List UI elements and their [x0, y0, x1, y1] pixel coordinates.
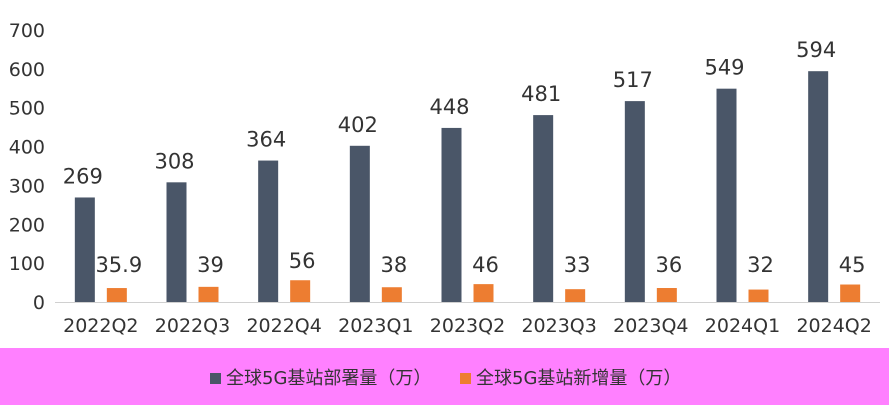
data-label-deployment: 402 [338, 113, 378, 137]
data-label-deployment: 481 [521, 82, 561, 106]
bar-new-additions [565, 289, 586, 302]
data-label-deployment: 594 [796, 38, 836, 62]
x-tick-label: 2022Q3 [155, 315, 230, 337]
data-label-new-additions: 46 [472, 253, 499, 277]
bar-deployment [74, 197, 95, 302]
bar-deployment [166, 182, 187, 302]
bar-new-additions [748, 289, 769, 302]
bar-deployment [808, 71, 829, 302]
bar-new-additions [198, 286, 219, 302]
y-tick-label: 200 [9, 214, 45, 236]
bar-deployment [349, 145, 370, 302]
bar-new-additions [656, 288, 677, 302]
y-tick-label: 400 [9, 137, 45, 159]
x-tick-label: 2022Q2 [63, 315, 138, 337]
bar-deployment [624, 101, 645, 302]
legend-swatch-new-additions [460, 373, 471, 384]
x-axis: 2022Q2 2022Q3 2022Q4 2023Q1 2023Q2 2023Q3 2023… [63, 315, 872, 337]
y-tick-label: 600 [9, 59, 45, 81]
legend: 全球5G基站部署量（万） 全球5G基站新增量（万） [210, 368, 681, 389]
bar-deployment [441, 127, 462, 302]
highlight-band [0, 348, 889, 405]
bar-deployment [716, 88, 737, 302]
data-label-deployment: 308 [154, 149, 194, 173]
y-tick-label: 700 [9, 20, 45, 42]
y-tick-label: 300 [9, 175, 45, 197]
data-label-new-additions: 36 [655, 253, 682, 277]
legend-label-deployment: 全球5G基站部署量（万） [226, 368, 431, 389]
y-tick-label: 100 [9, 253, 45, 275]
y-axis: 0 100 200 300 400 500 600 700 [9, 20, 45, 314]
bar-new-additions [473, 284, 494, 302]
bar-new-additions [290, 280, 311, 302]
x-tick-label: 2023Q1 [338, 315, 413, 337]
legend-label-new-additions: 全球5G基站新增量（万） [476, 368, 681, 389]
x-tick-label: 2023Q2 [430, 315, 505, 337]
data-label-deployment: 549 [704, 56, 744, 80]
bar-deployment [533, 115, 554, 303]
x-tick-label: 2023Q4 [613, 315, 688, 337]
bars: 269 35.9 308 39 364 56 402 38 448 46 481 33 517 36 549… [63, 38, 866, 303]
x-tick-label: 2023Q3 [521, 315, 596, 337]
data-label-new-additions: 56 [289, 249, 316, 273]
data-label-new-additions: 33 [564, 253, 591, 277]
data-label-new-additions: 45 [839, 253, 866, 277]
bar-new-additions [106, 288, 127, 302]
data-label-deployment: 364 [246, 128, 286, 152]
y-tick-label: 0 [33, 292, 45, 314]
x-tick-label: 2022Q4 [246, 315, 321, 337]
data-label-new-additions: 32 [747, 253, 774, 277]
x-tick-label: 2024Q2 [796, 315, 871, 337]
data-label-deployment: 517 [613, 68, 653, 92]
y-tick-label: 500 [9, 98, 45, 120]
data-label-new-additions: 35.9 [95, 253, 142, 277]
data-label-new-additions: 38 [380, 253, 407, 277]
data-label-deployment: 269 [63, 164, 103, 188]
bar-new-additions [840, 284, 861, 302]
data-label-new-additions: 39 [197, 253, 224, 277]
bar-deployment [258, 160, 279, 302]
bar-new-additions [381, 287, 402, 302]
legend-swatch-deployment [210, 373, 221, 384]
data-label-deployment: 448 [429, 95, 469, 119]
x-tick-label: 2024Q1 [705, 315, 780, 337]
